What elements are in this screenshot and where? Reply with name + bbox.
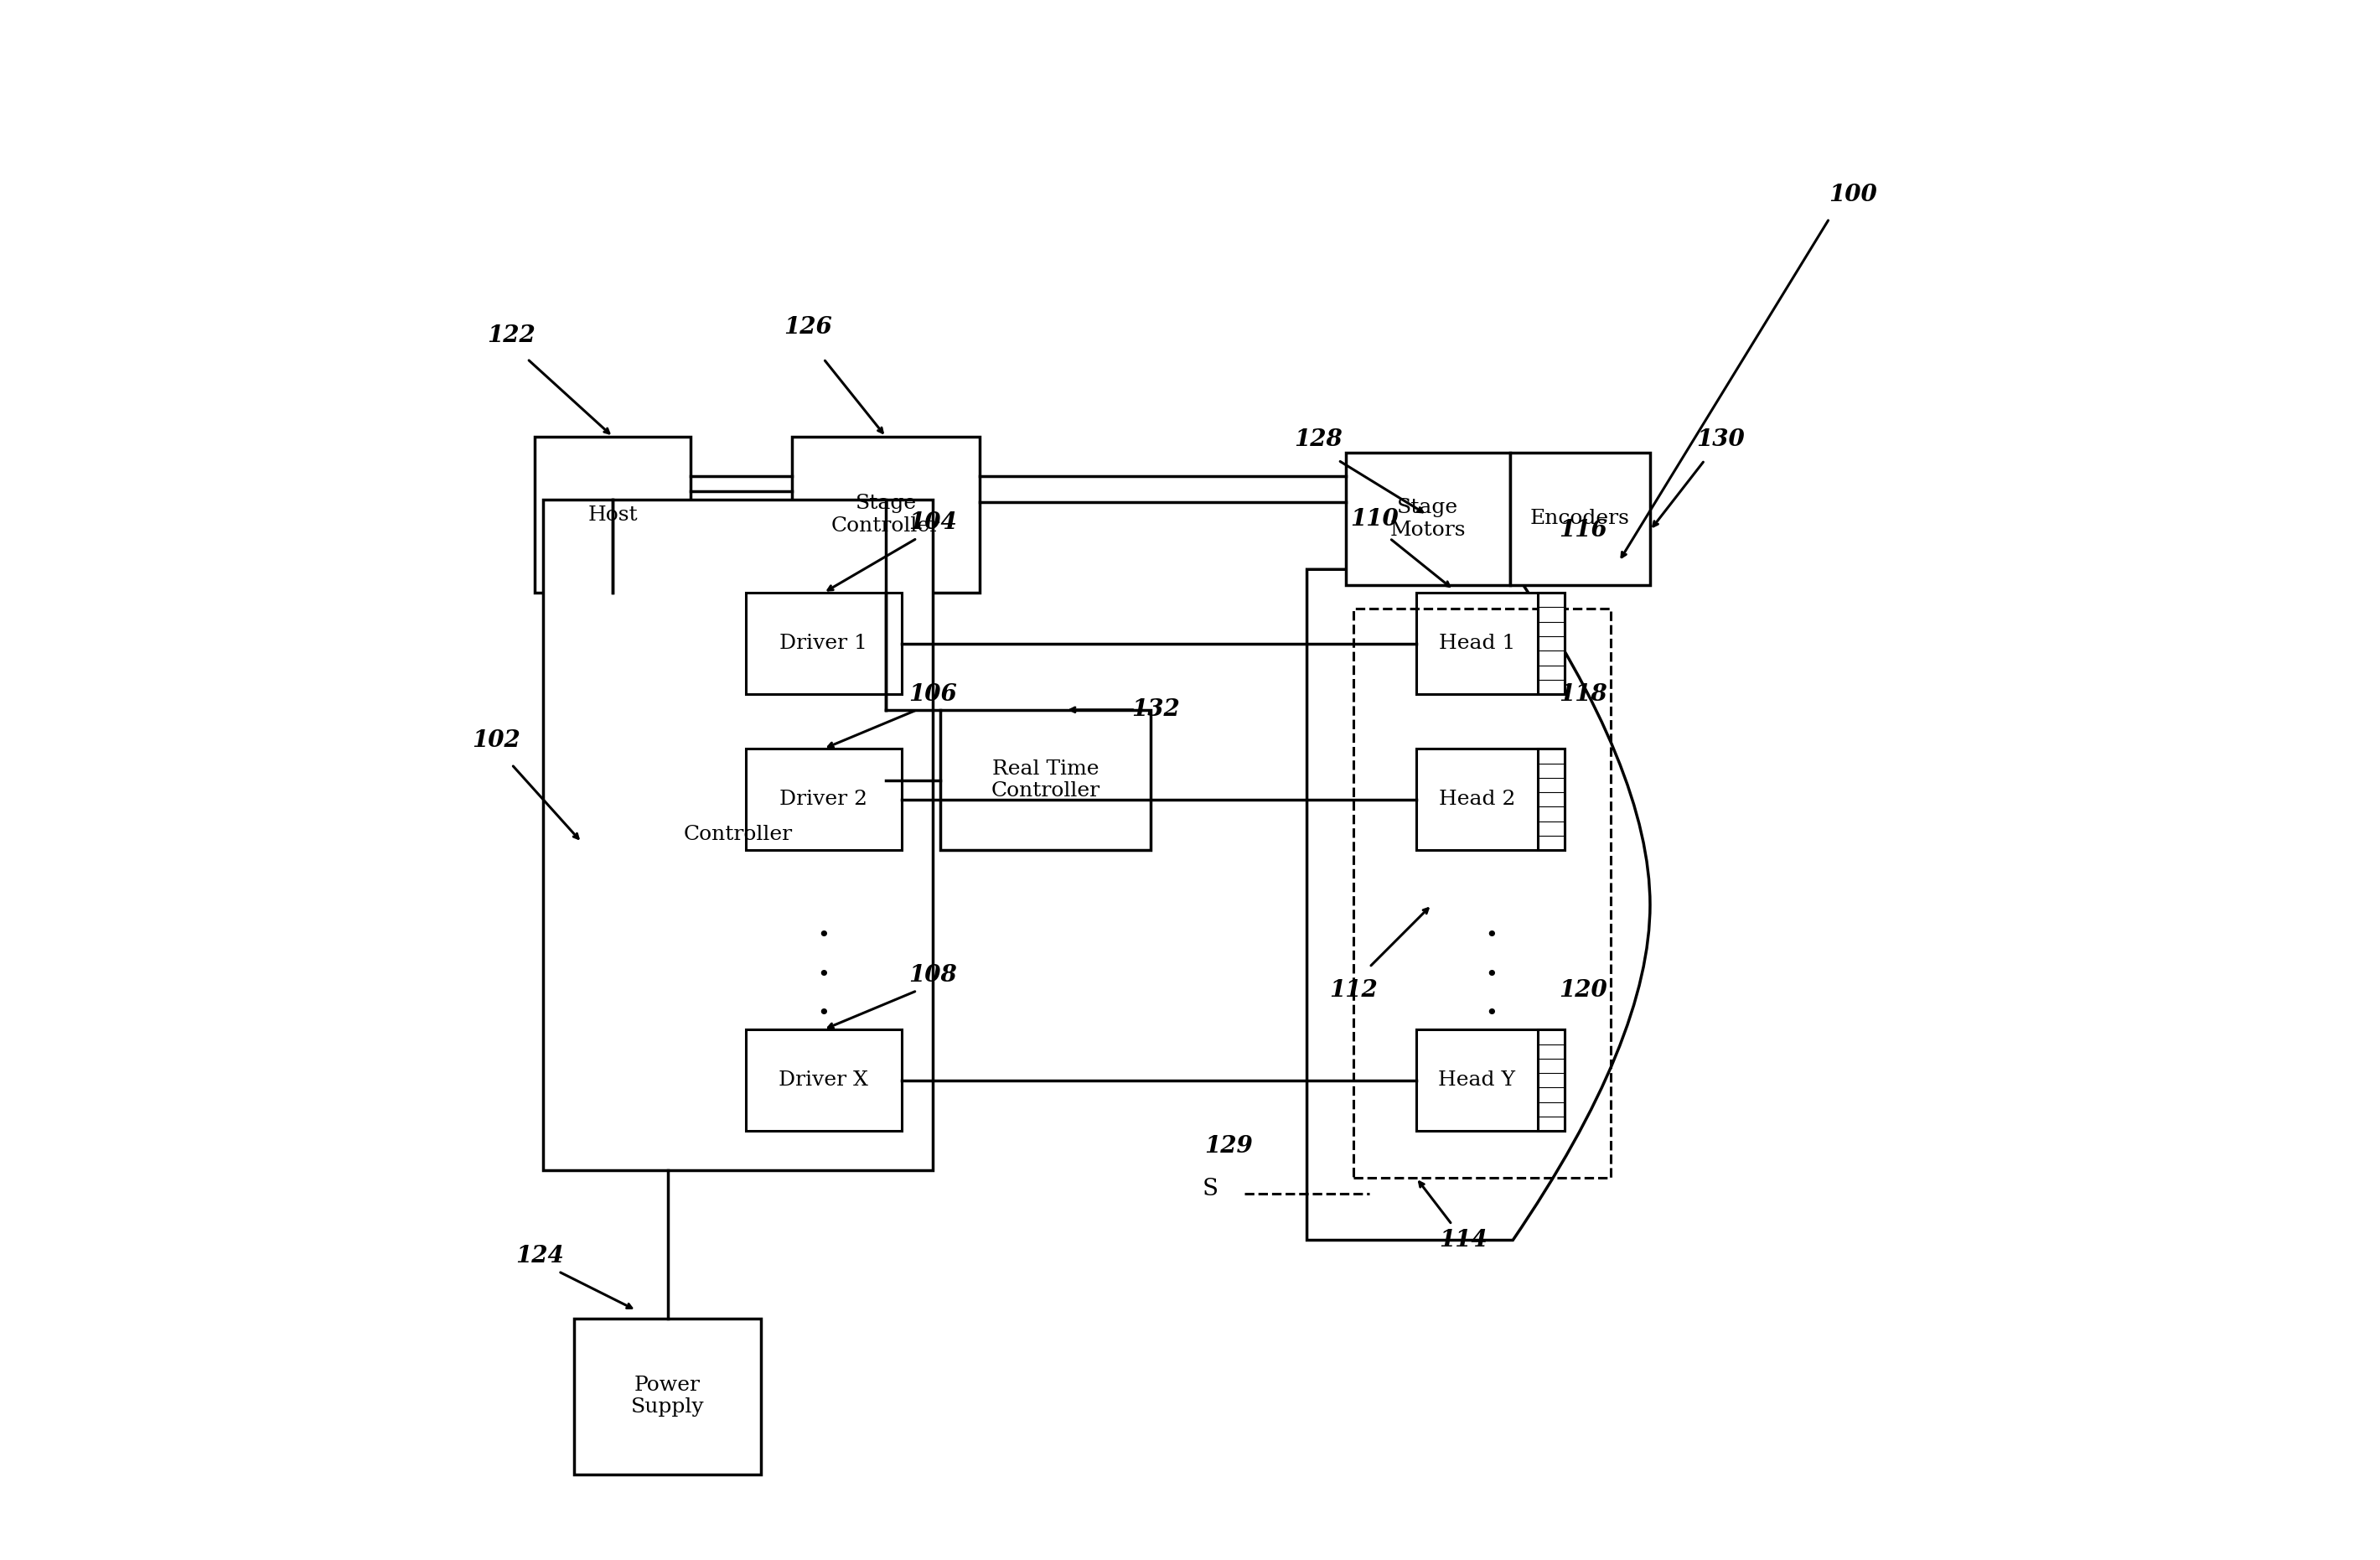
- Text: 120: 120: [1559, 980, 1606, 1002]
- Text: 110: 110: [1349, 509, 1397, 530]
- Text: Controller: Controller: [683, 825, 793, 844]
- FancyBboxPatch shape: [1537, 1030, 1564, 1131]
- Text: 129: 129: [1204, 1136, 1254, 1158]
- Text: 128: 128: [1295, 429, 1342, 451]
- FancyBboxPatch shape: [1416, 749, 1564, 850]
- Text: Head 1: Head 1: [1438, 633, 1516, 654]
- Text: Power
Supply: Power Supply: [631, 1376, 704, 1416]
- FancyBboxPatch shape: [940, 710, 1152, 850]
- Text: 102: 102: [471, 730, 521, 752]
- Text: 100: 100: [1828, 184, 1878, 206]
- Text: Driver 1: Driver 1: [781, 633, 866, 654]
- Text: •: •: [816, 966, 831, 984]
- FancyBboxPatch shape: [574, 1318, 762, 1474]
- FancyBboxPatch shape: [745, 749, 902, 850]
- Text: Real Time
Controller: Real Time Controller: [990, 760, 1100, 800]
- Text: 106: 106: [909, 683, 957, 705]
- Text: 116: 116: [1559, 519, 1606, 541]
- Text: Head 2: Head 2: [1438, 789, 1516, 810]
- FancyBboxPatch shape: [1416, 593, 1564, 694]
- FancyBboxPatch shape: [536, 437, 690, 593]
- Text: 122: 122: [488, 324, 536, 346]
- Text: Driver X: Driver X: [778, 1070, 869, 1090]
- Text: 126: 126: [783, 317, 833, 339]
- Text: 130: 130: [1697, 429, 1745, 451]
- Text: •: •: [1485, 966, 1497, 984]
- FancyBboxPatch shape: [1537, 593, 1564, 694]
- Text: 108: 108: [909, 964, 957, 986]
- Text: 118: 118: [1559, 683, 1606, 705]
- Text: •: •: [1485, 1005, 1497, 1023]
- FancyBboxPatch shape: [1509, 452, 1649, 585]
- Text: •: •: [1485, 927, 1497, 945]
- Text: •: •: [816, 1005, 831, 1023]
- Text: 132: 132: [1130, 699, 1180, 721]
- Text: Encoders: Encoders: [1530, 509, 1630, 529]
- Text: Driver 2: Driver 2: [781, 789, 866, 810]
- Text: 114: 114: [1440, 1229, 1488, 1251]
- Text: Head Y: Head Y: [1438, 1070, 1516, 1090]
- Text: S: S: [1202, 1178, 1219, 1200]
- Text: •: •: [816, 927, 831, 945]
- Text: Stage
Motors: Stage Motors: [1390, 498, 1466, 540]
- FancyBboxPatch shape: [1537, 749, 1564, 850]
- Text: Stage
Controller: Stage Controller: [831, 495, 940, 535]
- FancyBboxPatch shape: [1416, 1030, 1564, 1131]
- Text: 112: 112: [1330, 980, 1378, 1002]
- FancyBboxPatch shape: [745, 593, 902, 694]
- Bar: [1354, 608, 1611, 1178]
- FancyBboxPatch shape: [793, 437, 981, 593]
- Text: 124: 124: [516, 1245, 564, 1267]
- Text: Host: Host: [588, 505, 638, 524]
- FancyBboxPatch shape: [745, 1030, 902, 1131]
- FancyBboxPatch shape: [543, 499, 933, 1170]
- Text: 104: 104: [909, 512, 957, 534]
- FancyBboxPatch shape: [1347, 452, 1509, 585]
- PathPatch shape: [1307, 569, 1649, 1240]
